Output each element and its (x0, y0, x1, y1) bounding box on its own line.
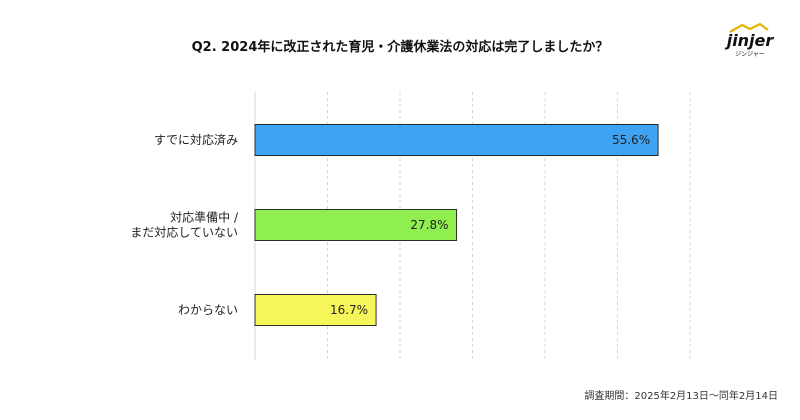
chart-title: Q2. 2024年に改正された育児・介護休業法の対応は完了しましたか？ (191, 40, 609, 55)
category-label: まだ対応していない (130, 226, 238, 240)
bar (254, 294, 377, 326)
logo-text: jinjer (724, 31, 775, 50)
data-label: 16.7% (330, 303, 368, 317)
bar (254, 124, 659, 156)
logo-icon: jinjer ジンジャー (724, 22, 775, 58)
data-label: 55.6% (612, 133, 650, 147)
data-label: 27.8% (410, 218, 448, 232)
survey-period-note: 調査期間：2025年2月13日〜同年2月14日 (584, 391, 778, 402)
category-label: わからない (178, 303, 238, 317)
category-label: すでに対応済み (154, 132, 238, 147)
category-label: 対応準備中 / (170, 210, 239, 225)
logo-subtext: ジンジャー (735, 51, 765, 58)
jinjer-logo: jinjer ジンジャー (720, 22, 780, 62)
logo-roof-icon (729, 22, 769, 33)
bar (254, 209, 458, 241)
